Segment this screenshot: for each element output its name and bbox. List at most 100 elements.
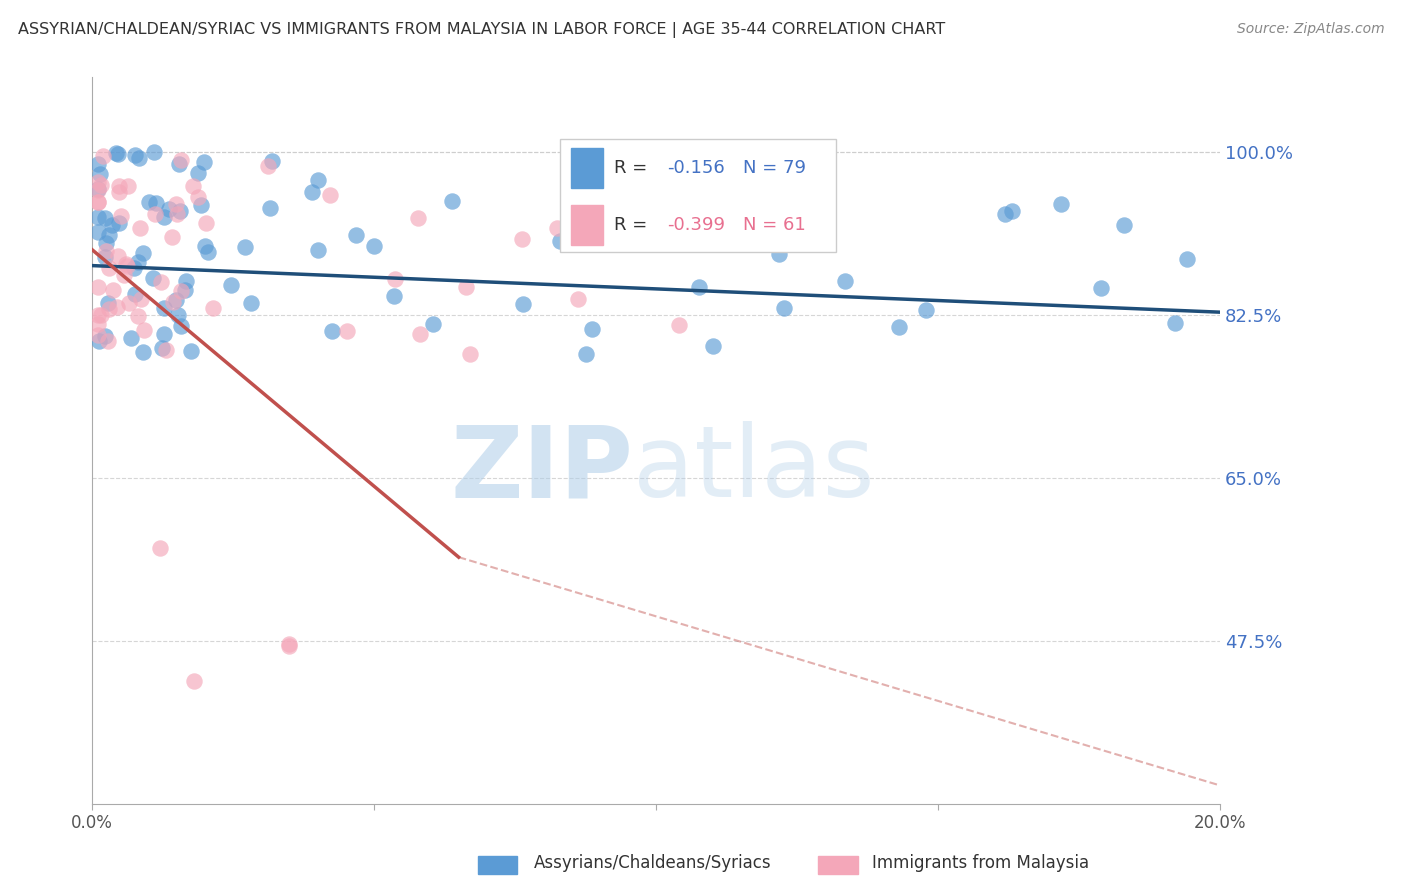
Point	[89, 167, 111, 181]
Point	[607, 200, 630, 214]
Point	[167, 157, 190, 171]
Point	[145, 196, 167, 211]
Point	[129, 292, 152, 306]
Point	[87, 195, 110, 210]
Point	[138, 195, 160, 210]
Point	[122, 260, 145, 275]
Point	[162, 295, 184, 310]
Point	[1001, 204, 1024, 219]
Point	[768, 247, 790, 261]
Point	[105, 301, 128, 315]
Point	[170, 153, 193, 168]
Text: Immigrants from Malaysia: Immigrants from Malaysia	[872, 855, 1088, 872]
Point	[307, 173, 329, 187]
Text: -0.156: -0.156	[668, 159, 725, 177]
Point	[321, 324, 343, 338]
Point	[165, 293, 187, 308]
Point	[260, 153, 283, 168]
Point	[93, 250, 115, 264]
Point	[914, 303, 936, 318]
Text: Source: ZipAtlas.com: Source: ZipAtlas.com	[1237, 22, 1385, 37]
Text: R =: R =	[614, 216, 654, 234]
Point	[155, 343, 177, 357]
Text: Assyrians/Chaldeans/Syriacs: Assyrians/Chaldeans/Syriacs	[534, 855, 772, 872]
Point	[194, 239, 217, 253]
Point	[772, 301, 794, 316]
Point	[120, 331, 142, 345]
Point	[166, 308, 188, 322]
Point	[94, 329, 117, 343]
Point	[575, 347, 598, 361]
Point	[408, 211, 430, 226]
Point	[96, 244, 118, 258]
Point	[887, 320, 910, 334]
Point	[115, 257, 138, 271]
Point	[384, 272, 406, 286]
Text: ASSYRIAN/CHALDEAN/SYRIAC VS IMMIGRANTS FROM MALAYSIA IN LABOR FORCE | AGE 35-44 : ASSYRIAN/CHALDEAN/SYRIAC VS IMMIGRANTS F…	[18, 22, 945, 38]
Point	[1090, 281, 1112, 295]
Point	[336, 324, 359, 338]
Point	[239, 295, 262, 310]
Point	[108, 179, 131, 194]
Point	[187, 166, 209, 180]
Point	[87, 175, 110, 189]
Point	[170, 319, 193, 334]
Point	[221, 277, 243, 292]
Point	[124, 286, 146, 301]
Point	[87, 327, 110, 342]
Point	[87, 157, 110, 171]
Point	[181, 179, 204, 194]
Point	[94, 235, 117, 250]
Point	[512, 297, 534, 311]
Point	[183, 673, 205, 688]
Point	[110, 209, 132, 223]
Point	[90, 178, 112, 192]
Point	[142, 145, 165, 159]
Point	[384, 289, 406, 303]
Point	[97, 295, 120, 310]
Point	[143, 207, 166, 221]
FancyBboxPatch shape	[571, 148, 603, 188]
Point	[458, 346, 481, 360]
Point	[105, 146, 128, 161]
Point	[307, 243, 329, 257]
Point	[233, 240, 256, 254]
Point	[87, 334, 110, 349]
Point	[87, 210, 110, 224]
Point	[107, 147, 129, 161]
Point	[174, 283, 197, 297]
Point	[107, 185, 129, 199]
Point	[142, 271, 165, 285]
Point	[693, 202, 716, 216]
Point	[1114, 218, 1136, 232]
Point	[150, 275, 173, 289]
FancyBboxPatch shape	[571, 204, 603, 244]
Point	[118, 296, 141, 310]
Point	[195, 216, 218, 230]
Point	[90, 308, 112, 322]
Point	[87, 183, 110, 197]
Point	[94, 211, 117, 226]
Point	[112, 268, 135, 282]
Point	[149, 541, 172, 555]
Point	[319, 188, 342, 202]
Point	[127, 310, 149, 324]
Point	[546, 221, 568, 235]
Point	[174, 274, 197, 288]
Point	[190, 197, 212, 211]
Point	[153, 326, 176, 341]
Point	[180, 343, 202, 358]
Point	[581, 322, 603, 336]
Point	[91, 149, 114, 163]
Point	[197, 245, 219, 260]
Point	[128, 152, 150, 166]
Point	[124, 148, 146, 162]
Point	[162, 229, 184, 244]
Point	[278, 639, 301, 653]
Point	[87, 182, 110, 196]
Point	[127, 255, 149, 269]
Point	[603, 211, 626, 226]
Point	[132, 245, 155, 260]
Point	[128, 220, 150, 235]
Point	[87, 280, 110, 294]
